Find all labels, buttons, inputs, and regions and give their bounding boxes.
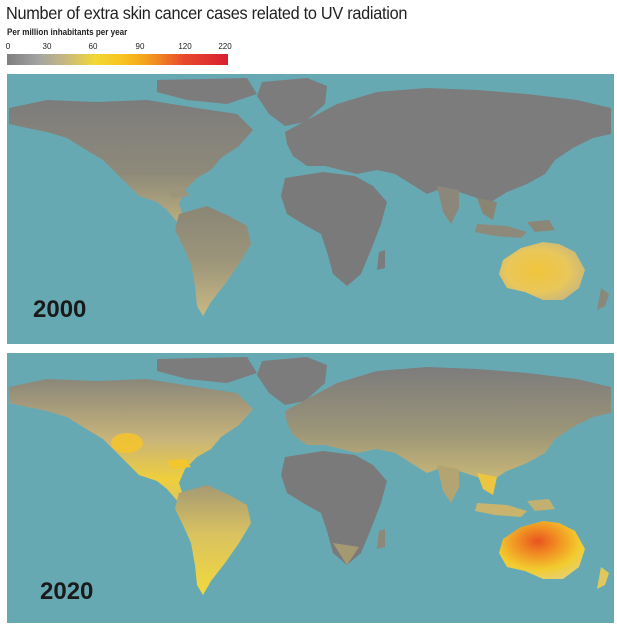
africa	[281, 172, 387, 286]
legend-ticks: 0 30 60 90 120 220	[6, 42, 234, 54]
year-label-2020: 2020	[40, 578, 94, 605]
south-america	[175, 206, 251, 316]
legend-tick: 30	[42, 42, 52, 51]
world-map-2020	[9, 357, 611, 595]
map-panel-2020: 2020	[7, 353, 614, 623]
legend-color-scale	[7, 54, 228, 65]
world-map-2000	[9, 78, 611, 316]
australia	[499, 521, 585, 579]
legend-tick: 60	[88, 42, 98, 51]
legend-subtitle: Per million inhabitants per year	[7, 27, 128, 38]
map-panel-2000: 2000	[7, 74, 614, 344]
year-label-2000: 2000	[33, 296, 87, 323]
legend-tick: 90	[135, 42, 145, 51]
north-america	[9, 100, 253, 234]
south-america	[175, 485, 251, 595]
chart-title: Number of extra skin cancer cases relate…	[6, 3, 408, 23]
eurasia	[285, 88, 611, 202]
eurasia	[285, 367, 611, 481]
greenland	[257, 78, 327, 126]
legend-tick: 220	[218, 42, 232, 51]
legend-tick: 0	[5, 42, 11, 51]
australia	[499, 242, 585, 300]
legend-tick: 120	[178, 42, 192, 51]
africa	[281, 451, 387, 565]
